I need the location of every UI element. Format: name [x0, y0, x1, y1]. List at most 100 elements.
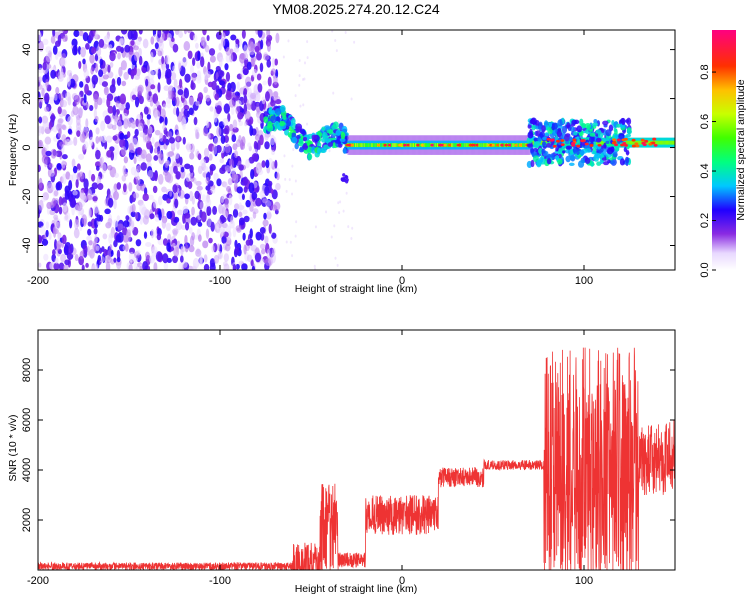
heatmap-cell [59, 67, 64, 79]
heatmap-cell [224, 165, 231, 173]
heatmap-cell [242, 176, 249, 186]
heatmap-cell [126, 131, 131, 138]
heatmap-cell [160, 108, 166, 120]
heatmap-cell [328, 149, 331, 153]
heatmap-cell [196, 74, 202, 84]
heatmap-cell [109, 52, 116, 62]
heatmap-cell [91, 264, 98, 270]
heatmap-cell [150, 84, 156, 90]
heatmap-x-label: Height of straight line (km) [295, 283, 418, 295]
heatmap-cell [146, 95, 153, 103]
heatmap-cell [197, 51, 201, 61]
heatmap-cell [103, 248, 108, 257]
heatmap-cell [208, 48, 216, 56]
heatmap-cell [546, 157, 552, 165]
heatmap-cell [302, 136, 308, 141]
heatmap-cell [351, 226, 354, 230]
heatmap-cell [249, 217, 254, 223]
heatmap-cell [550, 153, 555, 158]
heatmap-cell [130, 166, 136, 176]
heatmap-cell [178, 62, 182, 72]
heatmap-cell [274, 58, 279, 66]
heatmap-y-tick-label: 0 [21, 144, 33, 150]
heatmap-cell [71, 158, 76, 168]
heatmap-cell [243, 215, 250, 223]
heatmap-cell [118, 37, 126, 48]
heatmap-cell [252, 211, 257, 219]
heatmap-cell [165, 54, 170, 65]
snr-y-tick-label: 6000 [21, 408, 33, 432]
heatmap-cell [219, 158, 225, 164]
heatmap-cell [45, 221, 50, 230]
heatmap-cell [247, 142, 252, 148]
heatmap-cell [597, 137, 602, 143]
heatmap-cell [537, 125, 543, 130]
heatmap-cell [153, 154, 159, 161]
heatmap-cell [552, 144, 557, 148]
heatmap-cell [180, 166, 185, 173]
heatmap-cell [345, 175, 349, 179]
heatmap-cell [243, 244, 247, 255]
heatmap-cell [67, 115, 73, 126]
heatmap-cell [246, 103, 252, 110]
heatmap-cell [204, 71, 209, 81]
heatmap-cell [38, 164, 41, 173]
heatmap-cell [254, 45, 260, 53]
heatmap-cell [563, 134, 570, 142]
heatmap-cell [210, 187, 216, 194]
heatmap-cell [612, 138, 617, 142]
heatmap-cell [230, 106, 235, 115]
heatmap-cell [311, 146, 316, 154]
heatmap-cell [95, 149, 101, 160]
heatmap-cell [112, 105, 117, 116]
heatmap-cell [155, 251, 163, 262]
heatmap-cell [177, 89, 184, 96]
heatmap-cell [72, 190, 78, 196]
heatmap-cell [259, 258, 265, 265]
heatmap-cell [135, 249, 141, 256]
heatmap-cell [250, 169, 255, 180]
heatmap-cell [58, 206, 63, 215]
heatmap-cell [262, 80, 268, 86]
heatmap-cell [335, 49, 338, 53]
heatmap-cell [115, 234, 122, 243]
heatmap-cell [625, 149, 630, 156]
heatmap-cell [585, 148, 592, 153]
heatmap-cell [299, 104, 302, 108]
heatmap-cell [231, 134, 237, 143]
heatmap-cell [557, 119, 563, 127]
heatmap-cell [97, 182, 104, 191]
heatmap-cell [238, 217, 245, 226]
heatmap-cell [607, 159, 611, 164]
heatmap-cell [123, 71, 130, 80]
heatmap-cell [151, 137, 155, 145]
heatmap-cell [230, 34, 237, 41]
heatmap-cell [101, 163, 107, 174]
heatmap-cell [123, 171, 128, 177]
heatmap-cell [104, 208, 111, 215]
heatmap-cell [158, 173, 164, 185]
heatmap-cell [297, 140, 304, 147]
heatmap-cell [223, 253, 229, 262]
heatmap-cell [122, 189, 128, 196]
heatmap-cell [83, 244, 88, 255]
heatmap-cell [175, 221, 183, 231]
heatmap-cell [56, 162, 62, 171]
heatmap-cell [204, 44, 210, 53]
heatmap-cell [117, 52, 121, 60]
heatmap-cell [143, 231, 148, 239]
heatmap-cell [109, 84, 116, 94]
heatmap-cell [162, 253, 169, 264]
heatmap-cell [154, 171, 158, 182]
heatmap-cell [261, 160, 266, 168]
heatmap-cell [53, 93, 58, 101]
heatmap-cell [303, 77, 306, 81]
heatmap-cell [127, 30, 133, 40]
heatmap-cell [79, 81, 84, 88]
heatmap-cell [38, 76, 43, 83]
heatmap-cell [236, 81, 240, 91]
heatmap-cell [215, 31, 223, 40]
heatmap-cell [631, 144, 636, 148]
heatmap-cell [216, 178, 222, 187]
heatmap-cell [116, 249, 121, 260]
